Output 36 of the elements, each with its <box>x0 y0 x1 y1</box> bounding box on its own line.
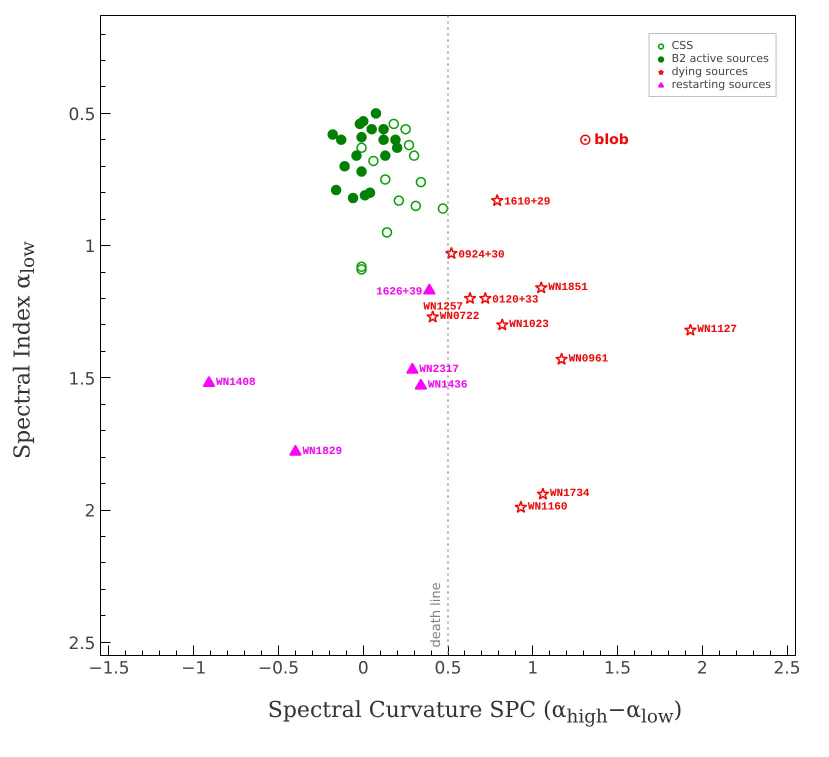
annotation: WN2317 <box>419 364 460 376</box>
x-tick-label: 1 <box>527 658 538 678</box>
x-tick-label: 1.5 <box>604 658 632 678</box>
y-tick-label: 1.5 <box>68 369 96 390</box>
annotation: WN1127 <box>697 324 738 336</box>
annotation: 1610+29 <box>504 196 550 209</box>
ref-line-label: death line <box>429 582 444 648</box>
annotation: WN1829 <box>302 446 342 458</box>
annotation: WN0961 <box>568 353 609 366</box>
annotation: WN0722 <box>440 310 480 323</box>
legend-label: CSS <box>672 39 694 52</box>
annotation: 0120+33 <box>492 294 539 306</box>
annotation: 0924+30 <box>458 250 505 262</box>
y-tick-label: 2.5 <box>68 634 96 654</box>
annotation: WN1851 <box>548 282 588 294</box>
x-tick-label: −1.5 <box>88 658 130 678</box>
annotation: WN1160 <box>528 501 568 514</box>
annotation: WN1408 <box>216 377 256 390</box>
y-tick-label: 2 <box>84 502 96 522</box>
x-tick-label: −0.5 <box>258 658 300 678</box>
legend-label: restarting sources <box>672 78 771 91</box>
series-label: blob <box>594 132 629 148</box>
x-tick-label: 0 <box>358 658 369 678</box>
annotation: 1626+39 <box>376 286 422 299</box>
annotation: WN1734 <box>550 488 590 500</box>
y-tick-label: 1 <box>84 237 96 258</box>
legend-label: B2 active sources <box>672 52 769 65</box>
y-tick-label: 0.5 <box>68 104 96 125</box>
x-axis-title: Spectral Curvature SPC (α$_{high}$−α$_{low}$) <box>268 697 682 730</box>
x-tick-label: −1 <box>181 658 206 678</box>
x-tick-label: 2.5 <box>774 658 801 678</box>
x-tick-label: 0.5 <box>434 658 462 678</box>
annotation: WN1023 <box>509 318 550 331</box>
x-tick-label: 2 <box>696 658 708 678</box>
legend-label: dying sources <box>672 65 748 78</box>
annotation: WN1436 <box>428 380 468 392</box>
